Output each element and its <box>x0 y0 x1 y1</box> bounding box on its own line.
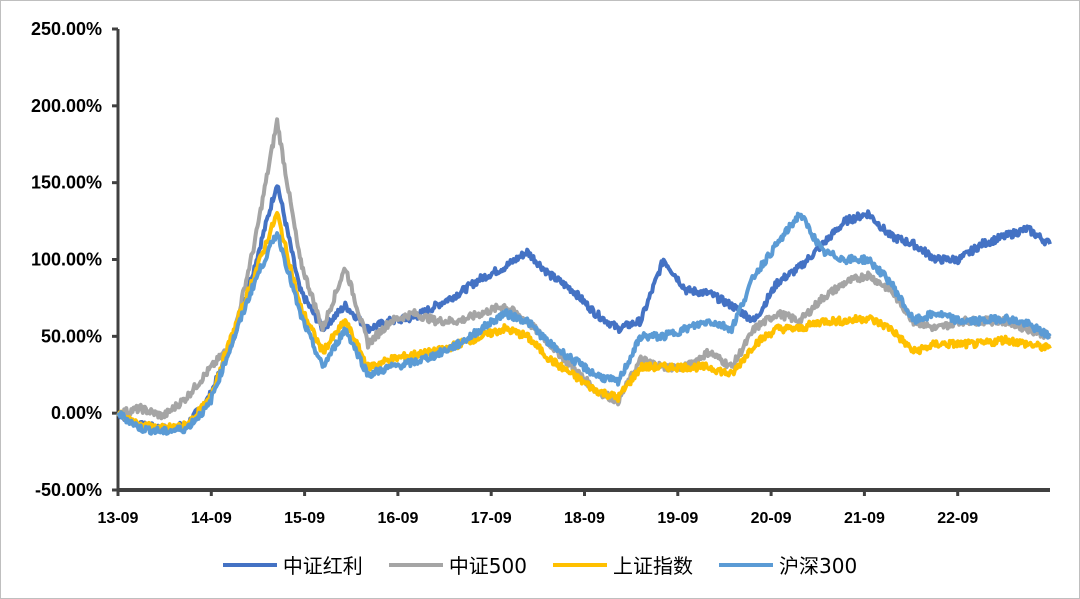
y-tick-label: 100.00% <box>31 250 102 270</box>
series-lines <box>116 117 1052 436</box>
legend-label: 沪深300 <box>779 554 858 578</box>
y-axis: -50.00% 0.00% 50.00% 100.00% 150.00% 200.00% 2… <box>31 19 120 500</box>
legend-item-zzhl: 中证红利 <box>222 550 363 579</box>
legend-label: 中证红利 <box>282 554 363 578</box>
legend-swatch <box>719 562 773 567</box>
x-tick-label: 17-09 <box>471 510 512 527</box>
y-tick-label: 0.00% <box>51 403 102 423</box>
series-line <box>116 211 1052 436</box>
legend-swatch <box>388 562 443 567</box>
x-tick-label: 14-09 <box>191 510 232 527</box>
legend-label: 中证500 <box>448 554 527 578</box>
y-tick-label: 150.00% <box>31 173 102 193</box>
x-tick-label: 15-09 <box>284 510 325 527</box>
legend-label: 上证指数 <box>613 554 693 578</box>
legend-item-hs300: 沪深300 <box>719 550 857 579</box>
series-line <box>117 184 1052 434</box>
legend-swatch <box>553 562 607 567</box>
legend: 中证红利 中证500 上证指数 沪深300 <box>0 550 1080 579</box>
y-tick-label: 50.00% <box>41 326 102 346</box>
legend-item-szzs: 上证指数 <box>553 550 693 579</box>
x-tick-label: 18-09 <box>564 510 605 527</box>
x-tick-label: 22-09 <box>937 510 978 527</box>
x-axis: 13-09 14-09 15-09 16-09 17-09 18-09 19-09 20-09… <box>98 488 1050 527</box>
x-tick-label: 20-09 <box>751 510 792 527</box>
y-tick-label: 250.00% <box>31 19 102 39</box>
legend-swatch <box>222 562 277 567</box>
y-tick-label: -50.00% <box>35 480 102 500</box>
x-tick-label: 19-09 <box>657 510 698 527</box>
x-tick-label: 13-09 <box>98 510 139 527</box>
y-tick-label: 200.00% <box>31 96 102 116</box>
legend-item-zz500: 中证500 <box>388 550 527 579</box>
x-tick-label: 16-09 <box>377 510 418 527</box>
x-tick-label: 21-09 <box>844 510 885 527</box>
series-line <box>116 211 1052 433</box>
